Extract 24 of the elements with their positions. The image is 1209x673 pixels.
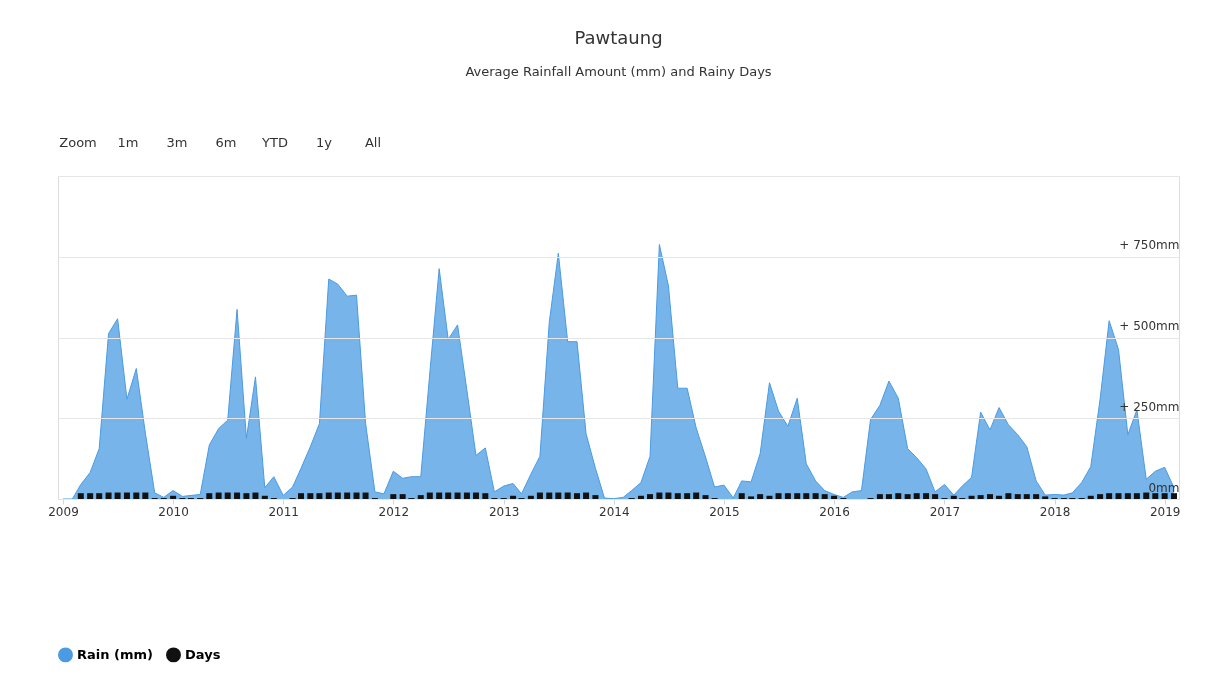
y-tick-label: + 750mm — [1119, 238, 1180, 253]
text: 3m — [166, 135, 188, 150]
x-tick-label: 2016 — [819, 504, 850, 519]
text: All — [364, 135, 382, 150]
chart-title: Pawtaung — [574, 27, 663, 48]
text: Zoom — [59, 135, 97, 150]
text: 1m — [117, 135, 139, 150]
chart-subtitle: Average Rainfall Amount (mm) and Rainy Days — [465, 64, 772, 79]
legend-label: Rain (mm) — [77, 646, 153, 662]
x-tick-label: 2011 — [268, 504, 299, 519]
y-tick-label: + 500mm — [1119, 319, 1180, 333]
x-tick-label: 2019 — [1149, 504, 1181, 519]
legend-label: Days — [185, 646, 221, 662]
text: 6m — [215, 135, 237, 150]
x-tick-label: 2018 — [1039, 504, 1071, 519]
text: 1y — [316, 135, 333, 150]
x-tick-label: 2013 — [488, 504, 520, 519]
x-tick-label: 2017 — [929, 504, 961, 519]
x-tick-label: 2010 — [158, 504, 189, 519]
text: YTD — [261, 135, 288, 150]
x-tick-label: 2014 — [599, 504, 630, 519]
x-tick-label: 2012 — [378, 504, 410, 519]
x-tick-label: 2015 — [709, 504, 740, 519]
x-tick-label: 2009 — [48, 504, 79, 519]
